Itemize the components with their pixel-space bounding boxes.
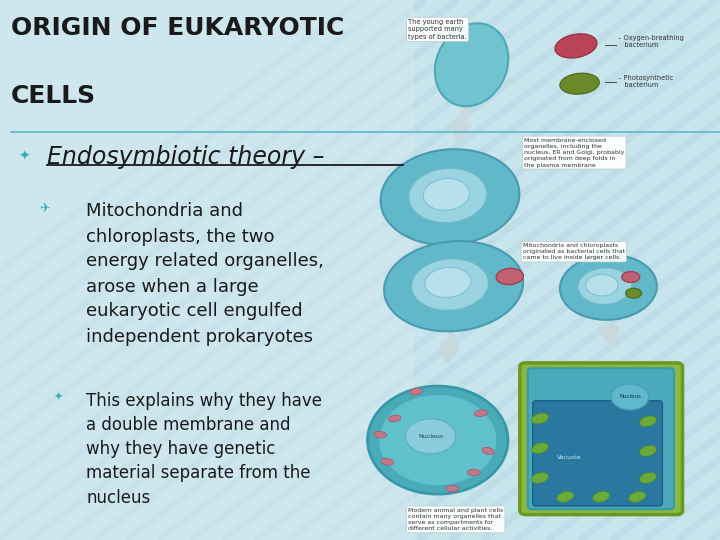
Text: ORIGIN OF EUKARYOTIC: ORIGIN OF EUKARYOTIC <box>11 16 344 40</box>
Ellipse shape <box>639 472 657 483</box>
FancyBboxPatch shape <box>533 401 662 506</box>
Ellipse shape <box>585 274 618 296</box>
FancyBboxPatch shape <box>520 363 683 515</box>
Ellipse shape <box>496 268 523 285</box>
Text: – Photosynthetic
   bacterium: – Photosynthetic bacterium <box>618 75 673 87</box>
Text: Nucleus: Nucleus <box>418 434 443 439</box>
Text: The young earth
supported many
types of bacteria.: The young earth supported many types of … <box>408 19 467 40</box>
Ellipse shape <box>639 446 657 456</box>
Ellipse shape <box>626 288 642 298</box>
Text: Most membrane-enclosed
organelles, including the
nucleus, ER and Golgi, probably: Most membrane-enclosed organelles, inclu… <box>524 138 624 167</box>
Ellipse shape <box>446 485 459 492</box>
Ellipse shape <box>374 431 387 438</box>
Text: – Oxygen-breathing
   bacterium: – Oxygen-breathing bacterium <box>618 35 683 48</box>
Ellipse shape <box>435 23 508 106</box>
Ellipse shape <box>555 34 597 58</box>
Ellipse shape <box>622 272 640 282</box>
FancyBboxPatch shape <box>528 368 674 509</box>
Text: Vacuole: Vacuole <box>557 455 581 461</box>
Ellipse shape <box>411 259 489 310</box>
FancyBboxPatch shape <box>0 0 414 540</box>
Text: This explains why they have
a double membrane and
why they have genetic
material: This explains why they have a double mem… <box>86 392 323 507</box>
Ellipse shape <box>611 384 649 410</box>
Ellipse shape <box>384 241 523 332</box>
Ellipse shape <box>405 419 456 454</box>
Ellipse shape <box>560 255 657 320</box>
Ellipse shape <box>593 491 610 502</box>
Ellipse shape <box>423 179 469 210</box>
Ellipse shape <box>531 413 549 424</box>
Text: Mitochondria and
chloroplasts, the two
energy related organelles,
arose when a l: Mitochondria and chloroplasts, the two e… <box>86 202 324 346</box>
Text: Mitochondria and chloroplasts
originated as bacterial cells that
came to live in: Mitochondria and chloroplasts originated… <box>523 243 625 260</box>
Text: Modern animal and plant cells
contain many organelles that
serve as compartments: Modern animal and plant cells contain ma… <box>408 508 503 531</box>
Text: Endosymbiotic theory –: Endosymbiotic theory – <box>47 145 324 168</box>
Text: Nucleus: Nucleus <box>619 394 641 400</box>
Ellipse shape <box>629 491 646 502</box>
Ellipse shape <box>467 469 480 476</box>
Text: CELLS: CELLS <box>11 84 96 107</box>
Ellipse shape <box>367 386 508 494</box>
Ellipse shape <box>379 394 497 486</box>
Ellipse shape <box>381 149 519 245</box>
Text: ✦: ✦ <box>54 392 63 402</box>
Ellipse shape <box>639 416 657 427</box>
Ellipse shape <box>578 268 631 305</box>
Ellipse shape <box>531 443 549 454</box>
Ellipse shape <box>475 409 487 417</box>
Ellipse shape <box>410 388 423 395</box>
Ellipse shape <box>482 448 495 454</box>
Ellipse shape <box>381 458 394 465</box>
Text: ✈: ✈ <box>40 202 50 215</box>
Ellipse shape <box>531 472 549 483</box>
Ellipse shape <box>388 415 401 422</box>
Text: ✦: ✦ <box>18 150 30 164</box>
Ellipse shape <box>560 73 599 94</box>
Ellipse shape <box>557 491 574 502</box>
Ellipse shape <box>409 168 487 223</box>
Ellipse shape <box>425 267 471 298</box>
